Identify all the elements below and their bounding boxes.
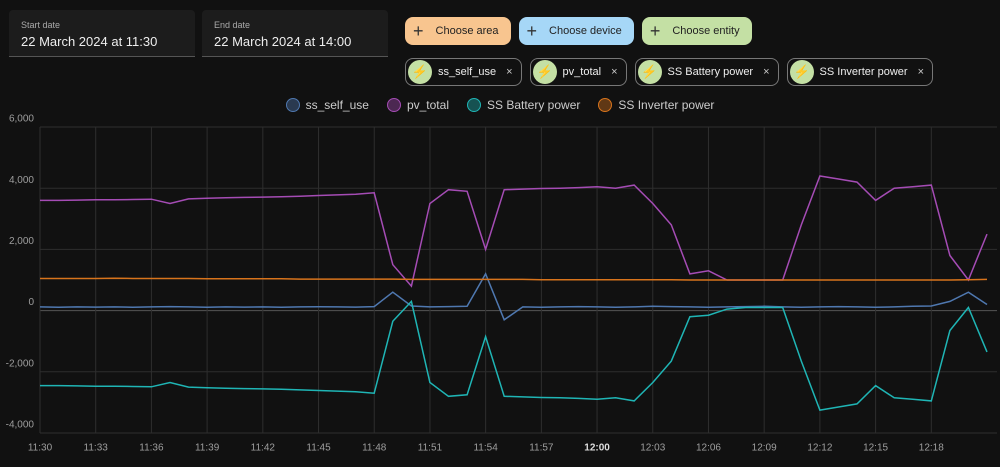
value: 22 March 2024 at 11:30 (21, 34, 158, 49)
legend-swatch (598, 98, 613, 112)
series-line (40, 299, 988, 411)
x-tick-label: 12:15 (863, 443, 888, 454)
entity-chip[interactable]: ⚡ SS Inverter power × (786, 58, 934, 86)
legend-item[interactable]: ss_self_use (285, 98, 369, 112)
x-tick-label: 11:57 (529, 443, 554, 454)
x-tick-label: 11:36 (139, 443, 164, 454)
legend-swatch (386, 98, 401, 112)
remove[interactable]: × (506, 66, 513, 78)
x-tick-label: 11:54 (473, 443, 498, 454)
label: ss_self_use (438, 66, 497, 78)
x-tick-label: 12:09 (752, 443, 777, 454)
icon: ⚡ (408, 60, 432, 84)
label: Choose device (549, 25, 622, 37)
legend-item[interactable]: pv_total (386, 98, 449, 112)
series-line (40, 175, 988, 288)
legend-swatch (466, 98, 481, 112)
picker-button[interactable]: + Choose area (405, 17, 511, 45)
y-tick-label: -2,000 (6, 358, 35, 369)
pickers: + Choose area + Choose device + Choose entity (405, 17, 752, 45)
picker-button[interactable]: + Choose entity (641, 17, 752, 45)
legend-item[interactable]: SS Inverter power (598, 98, 714, 112)
legend-swatch (285, 98, 300, 112)
x-tick-label: 12:12 (807, 443, 832, 454)
x-tick-label: 11:30 (28, 443, 53, 454)
start-date[interactable]: Start date 22 March 2024 at 11:30 (9, 10, 195, 57)
y-tick-label: 2,000 (9, 236, 34, 247)
legend: ss_self_use pv_total SS Battery power SS In… (0, 98, 1000, 112)
chips: ⚡ ss_self_use × ⚡ pv_total × ⚡ SS Battery power… (405, 58, 934, 86)
value: 22 March 2024 at 14:00 (214, 34, 352, 49)
entity-chip[interactable]: ⚡ ss_self_use × (405, 58, 522, 86)
plus-icon: + (649, 20, 661, 41)
end-date[interactable]: End date 22 March 2024 at 14:00 (202, 10, 388, 57)
plus-icon: + (413, 20, 424, 41)
label: SS Inverter power (819, 66, 908, 78)
legend-label: SS Battery power (486, 98, 581, 112)
y-tick-label: -4,000 (6, 420, 35, 431)
label: SS Battery power (667, 66, 754, 78)
x-tick-label: 11:48 (362, 443, 387, 454)
x-tick-label: 12:03 (640, 443, 665, 454)
entity-chip[interactable]: ⚡ SS Battery power × (634, 58, 779, 86)
legend-item[interactable]: SS Battery power (466, 98, 581, 112)
x-tick-label: 11:33 (84, 443, 109, 454)
x-tick-label: 12:00 (584, 443, 610, 454)
label: Choose entity (672, 25, 740, 37)
x-tick-label: 11:51 (418, 443, 443, 454)
series-line (39, 272, 988, 321)
legend-label: pv_total (406, 98, 449, 112)
remove[interactable]: × (611, 66, 618, 78)
label: Choose area (435, 25, 499, 37)
remove[interactable]: × (917, 66, 925, 78)
remove[interactable]: × (763, 66, 770, 78)
series-line (40, 277, 988, 281)
x-tick-label: 11:45 (306, 443, 331, 454)
label: End date (214, 20, 251, 30)
label: Start date (21, 20, 61, 30)
x-tick-label: 11:39 (195, 443, 220, 454)
x-tick-label: 12:06 (696, 443, 721, 454)
y-tick-label: 6,000 (9, 114, 34, 125)
x-tick-label: 11:42 (251, 443, 276, 454)
y-tick-label: 4,000 (9, 175, 34, 186)
label: pv_total (562, 66, 602, 78)
entity-chip[interactable]: ⚡ pv_total × (529, 58, 627, 86)
legend-label: ss_self_use (305, 98, 369, 112)
icon: ⚡ (532, 60, 557, 84)
picker-button[interactable]: + Choose device (518, 17, 634, 45)
icon: ⚡ (789, 60, 814, 84)
y-tick-label: 0 (28, 297, 34, 308)
plus-icon: + (526, 20, 538, 41)
icon: ⚡ (637, 60, 662, 84)
legend-label: SS Inverter power (618, 98, 715, 112)
x-tick-label: 12:18 (919, 443, 944, 454)
